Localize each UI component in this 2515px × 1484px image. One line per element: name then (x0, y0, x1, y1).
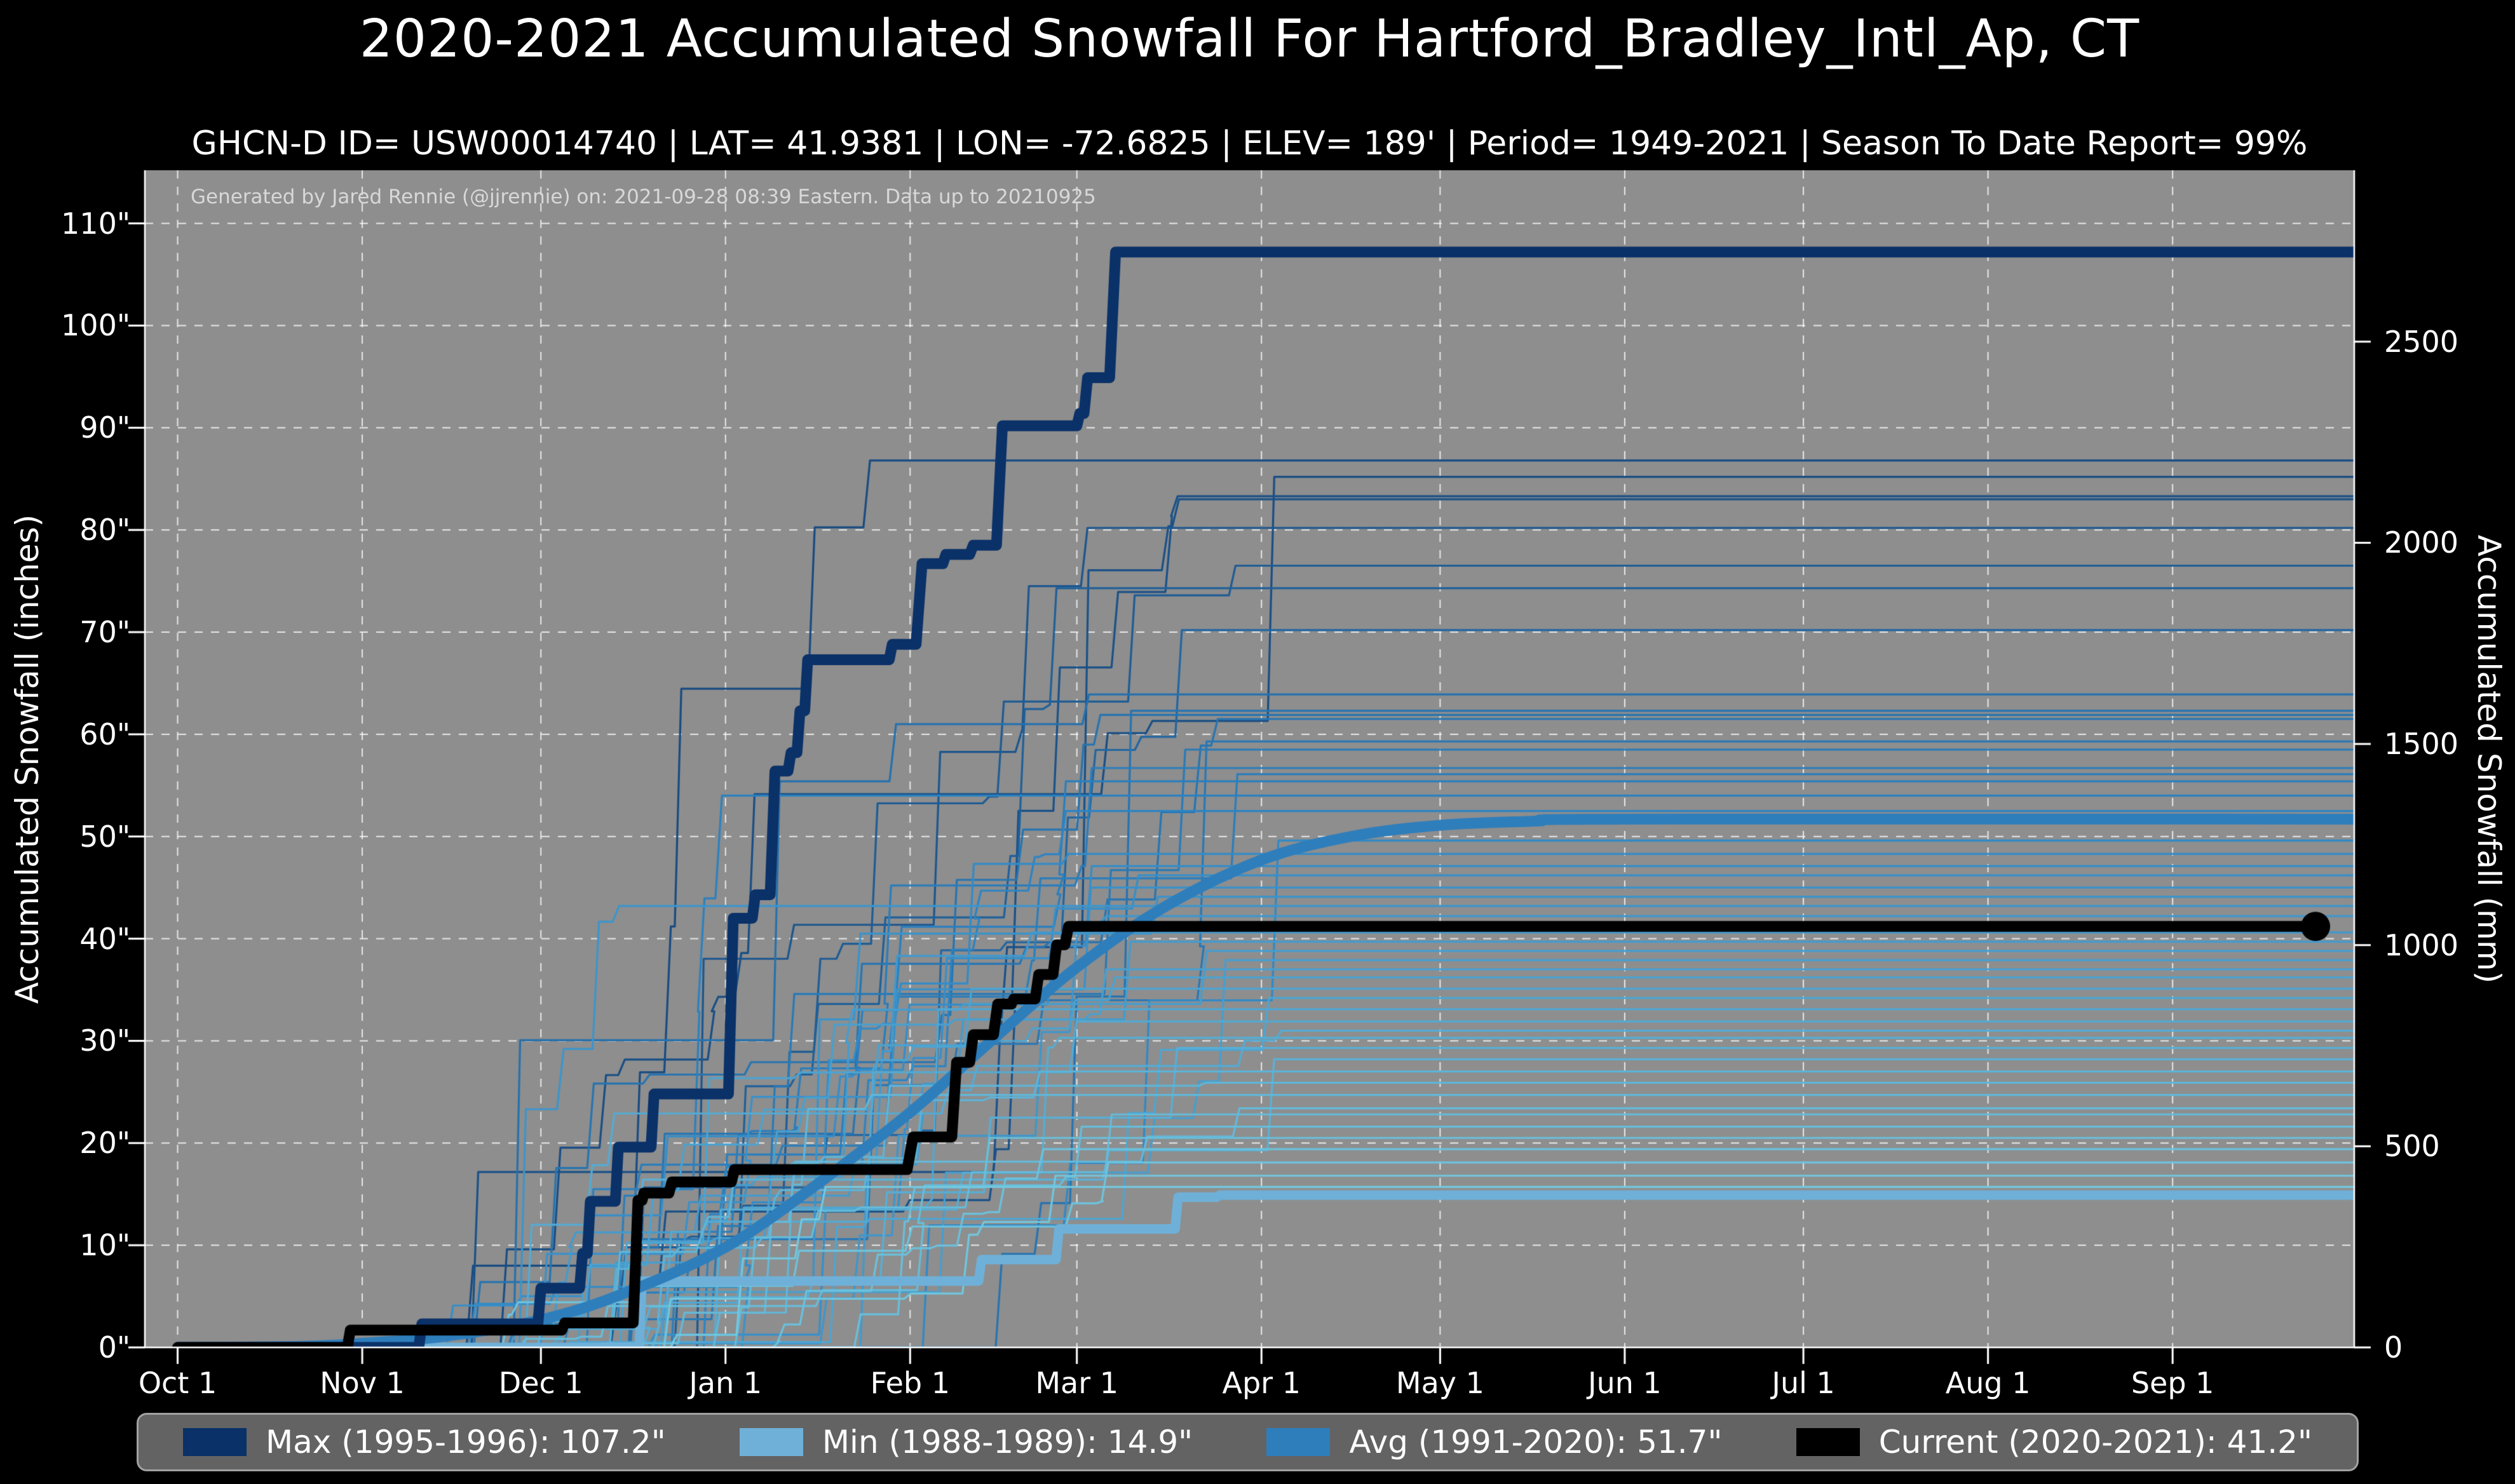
legend-label-current: Current (2020-2021): 41.2" (1878, 1424, 2312, 1460)
legend-swatch-max (183, 1428, 247, 1456)
x-tick-label-month: May 1 (1395, 1366, 1484, 1400)
y-tick-label-inches: 20" (79, 1126, 130, 1161)
y-tick-label-inches: 60" (79, 717, 130, 752)
y-tick-label-inches: 110" (61, 206, 130, 241)
x-tick-label-month: Dec 1 (498, 1366, 583, 1400)
y-tick-label-inches: 90" (79, 410, 130, 445)
y-axis-label-mm: Accumulated Snowfall (mm) (2471, 534, 2507, 984)
legend-item-max: Max (1995-1996): 107.2" (183, 1424, 666, 1460)
y-tick-label-mm: 2000 (2384, 525, 2459, 560)
y-tick-label-inches: 0" (98, 1330, 130, 1365)
attribution-text: Generated by Jared Rennie (@jjrennie) on… (191, 186, 1096, 208)
y-tick-label-inches: 100" (61, 308, 130, 343)
y-tick-label-inches: 10" (79, 1228, 130, 1263)
legend-label-min: Min (1988-1989): 14.9" (822, 1424, 1193, 1460)
legend-swatch-avg (1266, 1428, 1331, 1456)
y-tick-label-inches: 80" (79, 513, 130, 548)
legend-item-avg: Avg (1991-2020): 51.7" (1266, 1424, 1722, 1460)
legend-bar: Max (1995-1996): 107.2" Min (1988-1989): … (137, 1413, 2359, 1471)
legend-swatch-current (1796, 1428, 1860, 1456)
legend-item-current: Current (2020-2021): 41.2" (1796, 1424, 2312, 1460)
y-tick-label-inches: 50" (79, 819, 130, 854)
x-tick-label-month: Jul 1 (1772, 1366, 1835, 1400)
x-tick-label-month: Sep 1 (2131, 1366, 2214, 1400)
legend-label-max: Max (1995-1996): 107.2" (266, 1424, 666, 1460)
x-tick-label-month: Feb 1 (870, 1366, 950, 1400)
y-tick-label-mm: 2500 (2384, 324, 2459, 359)
y-tick-label-mm: 1500 (2384, 727, 2459, 762)
x-tick-label-month: Jan 1 (689, 1366, 763, 1400)
station-metadata-subtitle: GHCN-D ID= USW00014740 | LAT= 41.9381 | … (191, 125, 2308, 163)
y-tick-label-inches: 30" (79, 1023, 130, 1058)
y-tick-label-mm: 500 (2384, 1129, 2440, 1164)
x-tick-label-month: Apr 1 (1222, 1366, 1301, 1400)
x-tick-label-month: Aug 1 (1945, 1366, 2031, 1400)
y-tick-label-mm: 0 (2384, 1330, 2403, 1365)
x-tick-label-month: Mar 1 (1035, 1366, 1119, 1400)
y-tick-label-mm: 1000 (2384, 928, 2459, 962)
legend-swatch-min (739, 1428, 803, 1456)
y-tick-label-inches: 40" (79, 921, 130, 956)
x-tick-label-month: Jun 1 (1588, 1366, 1662, 1400)
y-axis-label-inches: Accumulated Snowfall (inches) (9, 514, 46, 1004)
page-title: 2020-2021 Accumulated Snowfall For Hartf… (359, 9, 2140, 69)
x-tick-label-month: Nov 1 (320, 1366, 405, 1400)
legend-label-avg: Avg (1991-2020): 51.7" (1349, 1424, 1723, 1460)
y-tick-label-inches: 70" (79, 615, 130, 650)
x-tick-label-month: Oct 1 (138, 1366, 217, 1400)
legend-item-min: Min (1988-1989): 14.9" (739, 1424, 1193, 1460)
